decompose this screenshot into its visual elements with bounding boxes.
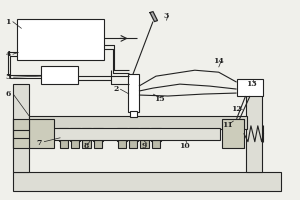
Bar: [41, 66, 78, 84]
Text: 4: 4: [5, 50, 11, 58]
Bar: [129, 140, 137, 148]
Text: 8: 8: [83, 142, 88, 150]
Text: 3: 3: [164, 12, 169, 20]
Text: 2: 2: [113, 85, 118, 93]
Bar: [94, 140, 102, 148]
Text: 13: 13: [246, 80, 257, 88]
Bar: [59, 128, 68, 141]
Bar: [151, 128, 161, 141]
Bar: [222, 119, 244, 148]
Polygon shape: [150, 12, 158, 22]
Bar: [71, 140, 79, 148]
Bar: [117, 128, 127, 141]
Bar: [140, 140, 149, 148]
Text: 10: 10: [179, 142, 190, 150]
Text: 6: 6: [5, 90, 11, 98]
Bar: [59, 140, 68, 148]
Bar: [130, 111, 137, 117]
Bar: [93, 128, 103, 141]
Bar: [13, 84, 29, 171]
Text: 9: 9: [141, 142, 147, 150]
Bar: [82, 128, 91, 141]
Bar: [128, 128, 138, 141]
Bar: [70, 128, 80, 141]
Bar: [29, 128, 220, 140]
Bar: [246, 84, 262, 171]
Text: 15: 15: [154, 95, 164, 103]
Text: 5: 5: [5, 73, 11, 81]
Bar: [17, 19, 104, 60]
Text: 7: 7: [37, 139, 42, 147]
Bar: [13, 119, 29, 148]
Bar: [82, 140, 91, 148]
Text: 1: 1: [5, 18, 11, 26]
Bar: [152, 140, 160, 148]
Text: 11: 11: [222, 121, 233, 129]
Bar: [128, 74, 139, 112]
Bar: [29, 119, 54, 148]
Text: 14: 14: [213, 57, 224, 65]
Bar: [29, 116, 247, 129]
Bar: [118, 140, 126, 148]
Text: 12: 12: [231, 105, 242, 113]
Bar: [140, 128, 149, 141]
Bar: [237, 79, 263, 96]
Bar: [13, 171, 281, 191]
